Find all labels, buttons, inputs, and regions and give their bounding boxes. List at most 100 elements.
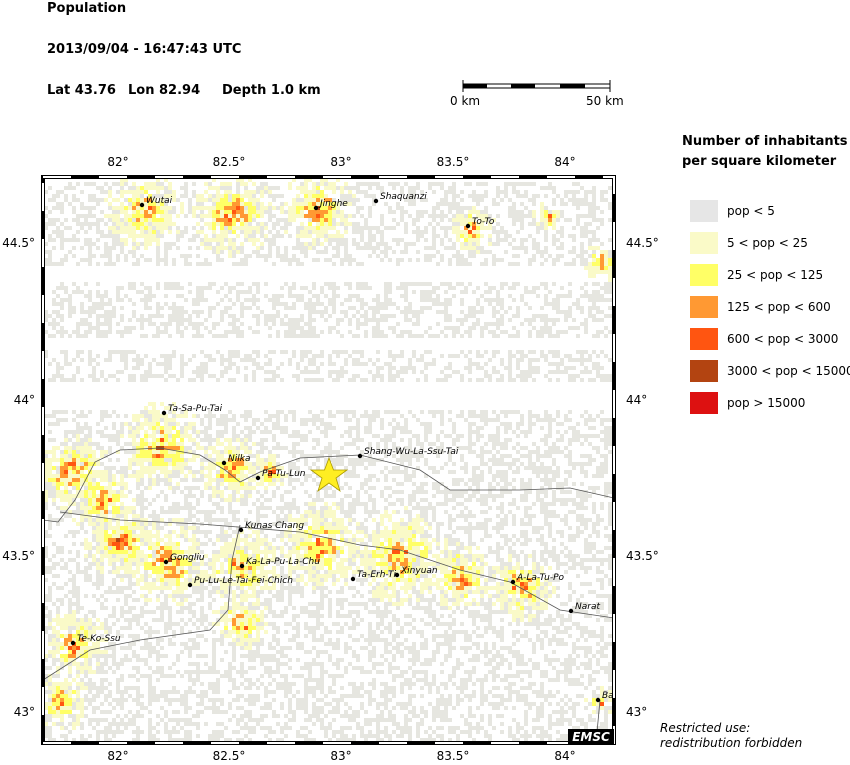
density-cell: [312, 370, 316, 374]
density-cell: [84, 238, 88, 242]
density-cell: [552, 478, 556, 482]
density-cell: [508, 358, 512, 362]
density-cell: [84, 490, 88, 494]
density-cell: [280, 322, 284, 326]
density-cell: [136, 242, 140, 246]
density-cell: [232, 418, 236, 422]
density-cell: [132, 202, 136, 206]
density-cell: [480, 450, 484, 454]
density-cell: [560, 246, 564, 250]
density-cell: [328, 222, 332, 226]
density-cell: [444, 498, 448, 502]
density-cell: [312, 210, 316, 214]
density-cell: [64, 354, 68, 358]
density-cell: [64, 350, 68, 354]
density-cell: [140, 494, 144, 498]
density-cell: [284, 414, 288, 418]
density-cell: [412, 310, 416, 314]
density-cell: [504, 490, 508, 494]
density-cell: [124, 350, 128, 354]
density-cell: [220, 450, 224, 454]
density-cell: [184, 434, 188, 438]
density-cell: [332, 490, 336, 494]
density-cell: [204, 262, 208, 266]
density-cell: [120, 354, 124, 358]
density-cell: [224, 450, 228, 454]
density-cell: [264, 426, 268, 430]
density-cell: [72, 470, 76, 474]
density-cell: [520, 214, 524, 218]
density-cell: [252, 442, 256, 446]
density-cell: [504, 250, 508, 254]
density-cell: [488, 286, 492, 290]
density-cell: [176, 454, 180, 458]
density-cell: [428, 326, 432, 330]
density-cell: [396, 258, 400, 262]
density-cell: [228, 202, 232, 206]
density-cell: [484, 326, 488, 330]
density-cell: [376, 434, 380, 438]
density-cell: [104, 502, 108, 506]
density-cell: [244, 446, 248, 450]
density-cell: [296, 214, 300, 218]
density-cell: [168, 366, 172, 370]
density-cell: [384, 286, 388, 290]
density-cell: [168, 434, 172, 438]
density-cell: [372, 418, 376, 422]
density-cell: [160, 466, 164, 470]
density-cell: [52, 194, 56, 198]
density-cell: [608, 426, 612, 430]
density-cell: [328, 210, 332, 214]
density-cell: [248, 190, 252, 194]
density-cell: [508, 362, 512, 366]
density-cell: [480, 378, 484, 382]
density-cell: [404, 422, 408, 426]
density-cell: [544, 354, 548, 358]
density-cell: [404, 310, 408, 314]
density-cell: [316, 494, 320, 498]
density-cell: [72, 434, 76, 438]
density-cell: [316, 458, 320, 462]
density-cell: [176, 322, 180, 326]
density-cell: [252, 190, 256, 194]
density-cell: [252, 362, 256, 366]
density-cell: [160, 330, 164, 334]
density-cell: [104, 334, 108, 338]
density-cell: [260, 494, 264, 498]
density-cell: [128, 206, 132, 210]
density-cell: [248, 178, 252, 182]
density-cell: [92, 198, 96, 202]
density-cell: [312, 334, 316, 338]
density-cell: [76, 502, 80, 506]
density-cell: [188, 466, 192, 470]
density-cell: [580, 322, 584, 326]
density-cell: [236, 290, 240, 294]
density-cell: [372, 314, 376, 318]
density-cell: [364, 318, 368, 322]
density-cell: [544, 314, 548, 318]
density-cell: [288, 434, 292, 438]
density-cell: [164, 254, 168, 258]
density-cell: [536, 498, 540, 502]
density-cell: [80, 498, 84, 502]
density-cell: [164, 246, 168, 250]
density-cell: [476, 454, 480, 458]
density-cell: [548, 186, 552, 190]
density-cell: [232, 302, 236, 306]
density-cell: [300, 230, 304, 234]
density-cell: [76, 422, 80, 426]
density-cell: [88, 454, 92, 458]
density-cell: [132, 498, 136, 502]
density-cell: [236, 182, 240, 186]
density-cell: [332, 502, 336, 506]
density-cell: [116, 442, 120, 446]
density-cell: [528, 182, 532, 186]
density-cell: [324, 446, 328, 450]
density-cell: [328, 330, 332, 334]
density-cell: [52, 246, 56, 250]
density-cell: [220, 462, 224, 466]
density-cell: [604, 354, 608, 358]
density-cell: [288, 466, 292, 470]
density-cell: [380, 218, 384, 222]
density-cell: [304, 434, 308, 438]
